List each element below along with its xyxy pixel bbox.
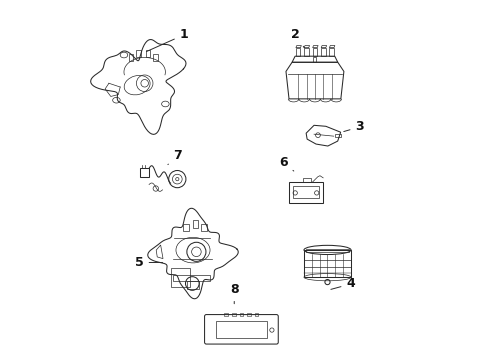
- Bar: [335, 134, 341, 137]
- Bar: [140, 168, 149, 177]
- Bar: [289, 182, 323, 203]
- Bar: [247, 313, 251, 316]
- Text: 1: 1: [147, 28, 189, 51]
- Text: 2: 2: [291, 28, 304, 48]
- Text: 8: 8: [230, 283, 239, 304]
- Bar: [216, 321, 268, 338]
- Bar: [193, 220, 198, 228]
- Text: 4: 4: [331, 278, 355, 291]
- Bar: [314, 57, 317, 62]
- Bar: [187, 281, 199, 289]
- Bar: [306, 249, 349, 252]
- Text: 6: 6: [279, 156, 294, 171]
- Bar: [303, 178, 311, 182]
- Bar: [293, 186, 319, 198]
- Bar: [129, 54, 133, 61]
- Bar: [146, 50, 150, 57]
- Bar: [183, 224, 189, 231]
- Text: 7: 7: [168, 149, 182, 165]
- Bar: [153, 54, 158, 61]
- Text: 5: 5: [135, 256, 163, 269]
- Bar: [136, 50, 141, 57]
- Bar: [201, 224, 207, 231]
- Bar: [224, 313, 228, 316]
- Bar: [172, 275, 210, 282]
- Bar: [255, 313, 259, 316]
- Bar: [232, 313, 236, 316]
- Bar: [171, 268, 190, 287]
- Text: 3: 3: [344, 121, 364, 134]
- Bar: [240, 313, 243, 316]
- Bar: [304, 250, 351, 277]
